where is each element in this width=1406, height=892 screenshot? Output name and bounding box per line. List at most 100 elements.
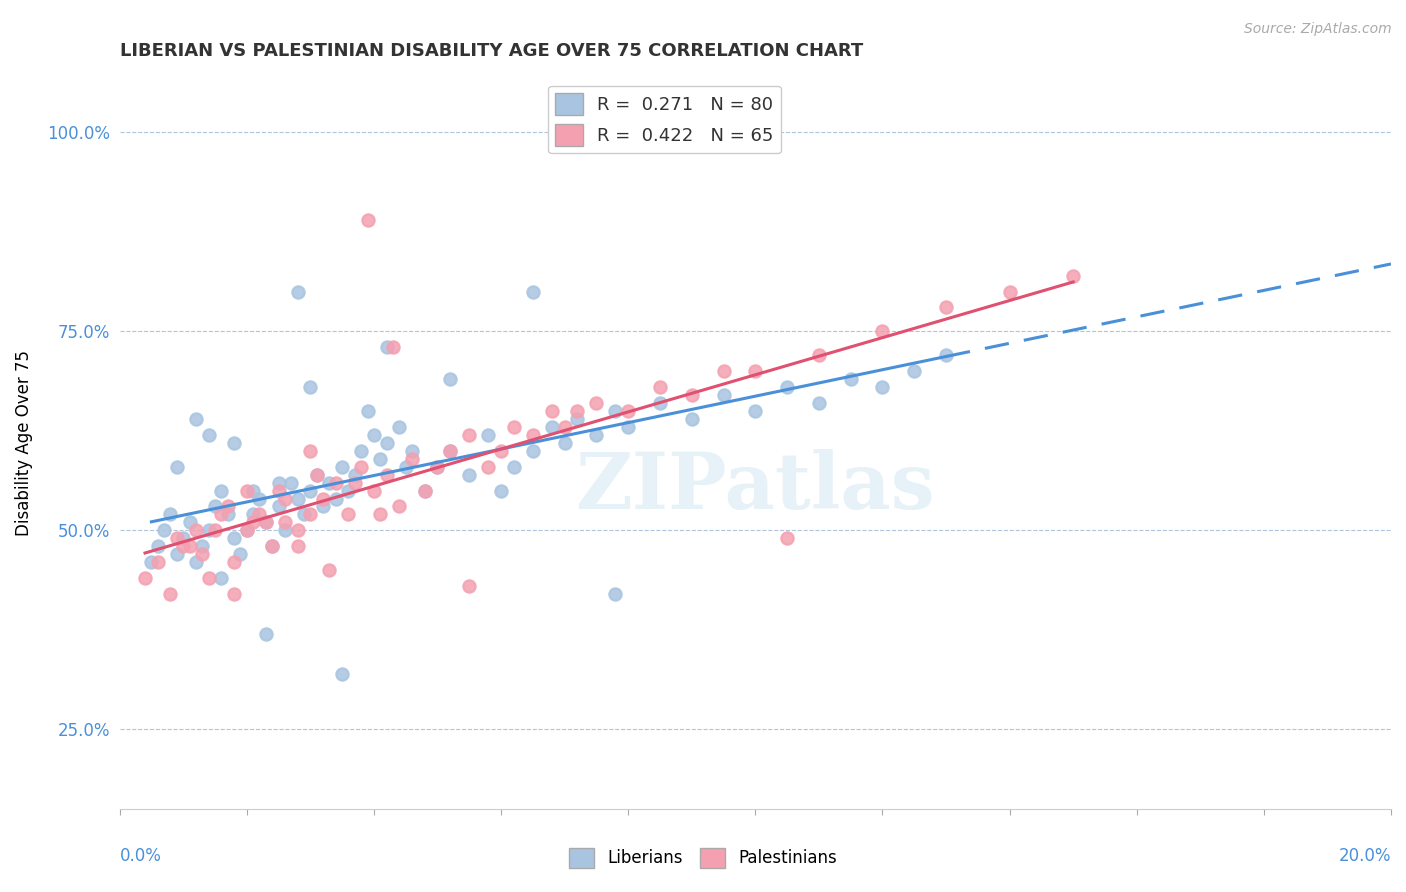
Point [299, 380, 322, 394]
Point [249, 508, 271, 522]
Point [343, 475, 366, 490]
Point [274, 524, 297, 538]
Point [305, 467, 328, 482]
Point [350, 443, 373, 458]
Point [299, 508, 322, 522]
Point [318, 475, 340, 490]
Point [554, 420, 576, 434]
Point [998, 285, 1021, 299]
Point [141, 555, 163, 569]
Point [325, 475, 347, 490]
Point [325, 491, 347, 506]
Point [426, 459, 449, 474]
Point [197, 427, 219, 442]
Point [280, 475, 302, 490]
Point [204, 500, 226, 514]
Point [401, 443, 423, 458]
Text: 20.0%: 20.0% [1339, 847, 1391, 865]
Point [356, 404, 378, 418]
Point [179, 516, 201, 530]
Point [388, 500, 411, 514]
Point [166, 532, 188, 546]
Point [222, 587, 245, 601]
Point [209, 483, 232, 498]
Point [292, 508, 315, 522]
Point [209, 508, 232, 522]
Point [541, 404, 564, 418]
Point [350, 459, 373, 474]
Point [375, 340, 398, 354]
Point [318, 563, 340, 577]
Point [713, 388, 735, 402]
Point [541, 420, 564, 434]
Point [262, 539, 284, 553]
Point [426, 459, 449, 474]
Point [274, 516, 297, 530]
Point [184, 555, 207, 569]
Point [274, 491, 297, 506]
Point [807, 348, 830, 362]
Point [262, 539, 284, 553]
Point [330, 666, 353, 681]
Legend: Liberians, Palestinians: Liberians, Palestinians [562, 841, 844, 875]
Text: LIBERIAN VS PALESTINIAN DISABILITY AGE OVER 75 CORRELATION CHART: LIBERIAN VS PALESTINIAN DISABILITY AGE O… [120, 42, 863, 60]
Point [287, 285, 309, 299]
Point [222, 555, 245, 569]
Point [209, 571, 232, 585]
Point [839, 372, 862, 386]
Point [197, 524, 219, 538]
Point [197, 571, 219, 585]
Text: Source: ZipAtlas.com: Source: ZipAtlas.com [1244, 22, 1392, 37]
Point [554, 435, 576, 450]
Point [648, 380, 671, 394]
Point [172, 539, 194, 553]
Point [254, 516, 277, 530]
Point [217, 500, 239, 514]
Point [242, 483, 264, 498]
Point [439, 443, 461, 458]
Y-axis label: Disability Age Over 75: Disability Age Over 75 [15, 350, 32, 536]
Point [363, 483, 385, 498]
Point [235, 483, 257, 498]
Point [235, 524, 257, 538]
Point [222, 435, 245, 450]
Point [375, 435, 398, 450]
Point [401, 451, 423, 466]
Point [413, 483, 436, 498]
Point [179, 539, 201, 553]
Point [381, 340, 404, 354]
Point [776, 532, 799, 546]
Point [744, 404, 766, 418]
Point [477, 459, 499, 474]
Point [585, 427, 607, 442]
Point [1062, 268, 1084, 283]
Legend: R =  0.271   N = 80, R =  0.422   N = 65: R = 0.271 N = 80, R = 0.422 N = 65 [548, 86, 780, 153]
Point [363, 427, 385, 442]
Point [681, 388, 703, 402]
Point [395, 459, 418, 474]
Point [159, 508, 181, 522]
Point [305, 467, 328, 482]
Point [648, 396, 671, 410]
Point [337, 508, 360, 522]
Point [217, 508, 239, 522]
Point [287, 524, 309, 538]
Point [184, 524, 207, 538]
Point [375, 467, 398, 482]
Point [617, 420, 640, 434]
Point [337, 483, 360, 498]
Point [191, 539, 214, 553]
Point [605, 404, 627, 418]
Point [299, 443, 322, 458]
Point [388, 420, 411, 434]
Point [172, 532, 194, 546]
Point [242, 516, 264, 530]
Point [605, 587, 627, 601]
Point [184, 412, 207, 426]
Point [146, 539, 169, 553]
Point [254, 516, 277, 530]
Point [267, 483, 290, 498]
Point [191, 547, 214, 561]
Point [368, 451, 391, 466]
Point [413, 483, 436, 498]
